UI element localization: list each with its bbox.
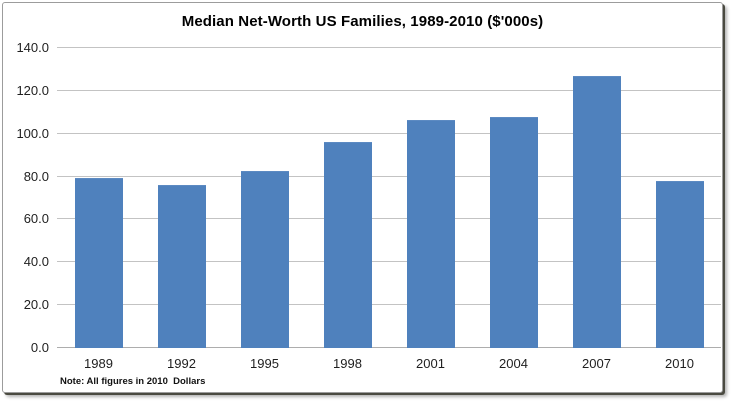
bar-1998 [324, 142, 372, 348]
x-tick-label-1989: 1989 [84, 356, 113, 371]
bar-2010 [656, 181, 704, 348]
gridline-0.0 [57, 347, 721, 348]
gridline-120.0 [57, 90, 721, 91]
y-tick-label-80.0: 80.0 [23, 169, 49, 184]
y-tick-label-20.0: 20.0 [23, 297, 49, 312]
gridline-60.0 [57, 218, 721, 219]
x-tick-label-1992: 1992 [167, 356, 196, 371]
y-tick-label-60.0: 60.0 [23, 211, 49, 226]
bar-1992 [158, 185, 206, 348]
bar-2001 [407, 120, 455, 348]
x-tick-label-2010: 2010 [665, 356, 694, 371]
bar-1995 [241, 171, 289, 348]
gridline-140.0 [57, 47, 721, 48]
gridline-40.0 [57, 261, 721, 262]
chart-title: Median Net-Worth US Families, 1989-2010 … [181, 13, 544, 30]
bar-2007 [573, 76, 621, 348]
gridline-80.0 [57, 176, 721, 177]
chart-note: Note: All figures in 2010 Dollars [60, 376, 206, 387]
x-tick-label-2004: 2004 [499, 356, 528, 371]
y-tick-label-0.0: 0.0 [30, 340, 49, 355]
chart-frame: Median Net-Worth US Families, 1989-2010 … [2, 2, 723, 393]
y-tick-label-140.0: 140.0 [16, 40, 49, 55]
y-tick-label-100.0: 100.0 [16, 126, 49, 141]
gridline-100.0 [57, 133, 721, 134]
y-tick-label-40.0: 40.0 [23, 254, 49, 269]
gridline-20.0 [57, 304, 721, 305]
y-tick-label-120.0: 120.0 [16, 83, 49, 98]
plot-area [57, 47, 721, 348]
x-tick-label-1998: 1998 [333, 356, 362, 371]
x-tick-label-1995: 1995 [250, 356, 279, 371]
x-tick-label-2007: 2007 [582, 356, 611, 371]
bar-1989 [75, 178, 123, 348]
x-tick-label-2001: 2001 [416, 356, 445, 371]
bar-2004 [490, 117, 538, 348]
